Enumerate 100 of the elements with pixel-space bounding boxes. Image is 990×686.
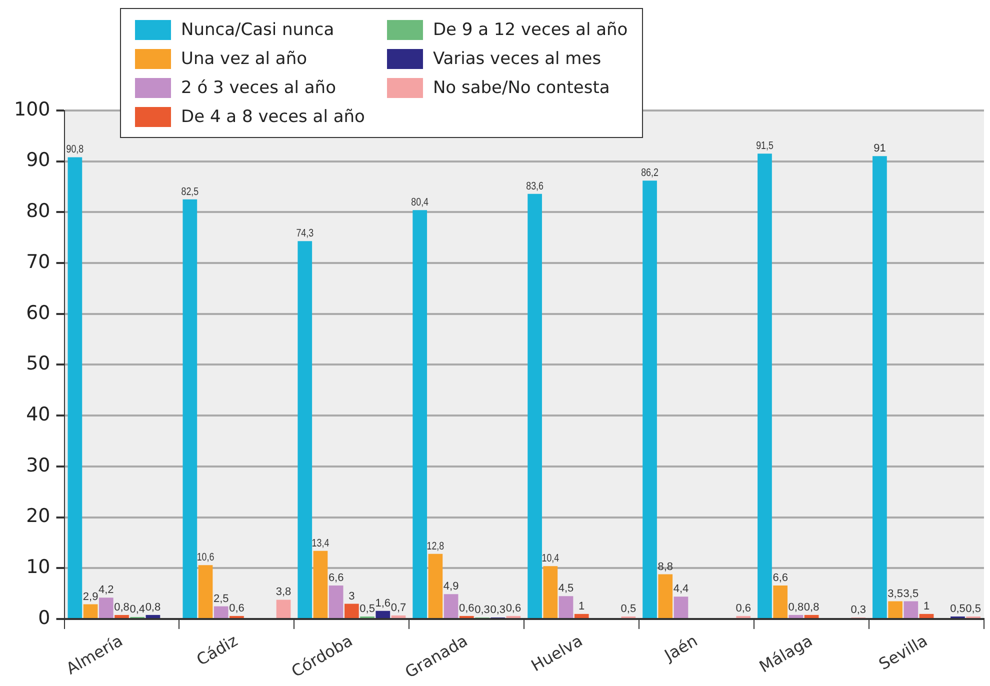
legend-label: No sabe/No contesta	[432, 78, 610, 98]
bar	[98, 598, 114, 618]
data-label: 0,8	[788, 601, 804, 614]
data-label: 4,4	[673, 583, 689, 596]
data-label: 0,5	[966, 603, 981, 616]
data-label: 1	[923, 600, 930, 612]
data-label: 3,5	[903, 588, 919, 600]
data-label: 6,6	[328, 572, 344, 584]
data-label: 0,4	[130, 604, 145, 616]
bar	[344, 604, 359, 618]
bar	[391, 615, 406, 618]
bar	[198, 565, 213, 618]
data-label: 86,2	[641, 167, 659, 180]
bar	[506, 616, 521, 618]
y-tick-label: 40	[26, 404, 50, 426]
y-tick-label: 30	[26, 454, 50, 476]
data-label: 2,9	[82, 590, 98, 603]
bar	[658, 574, 673, 618]
y-tick-label: 100	[14, 98, 50, 120]
legend-label: Una vez al año	[181, 48, 308, 68]
data-label: 0,5	[620, 603, 636, 616]
data-label: 74,3	[296, 228, 314, 240]
data-label: 1	[578, 600, 585, 612]
data-label: 82,5	[181, 186, 199, 198]
bar	[904, 601, 918, 618]
data-label: 10,4	[542, 552, 560, 565]
bar	[804, 614, 819, 618]
bar	[214, 606, 228, 618]
bar	[758, 154, 772, 618]
data-label: 6,6	[772, 572, 788, 584]
data-label: 0,3	[474, 604, 490, 616]
bar	[574, 614, 589, 618]
data-label: 90,8	[66, 144, 84, 156]
bar	[328, 585, 344, 618]
bar	[888, 601, 902, 618]
data-label: 0,6	[229, 602, 244, 615]
legend-label: Varias veces al mes	[432, 48, 602, 68]
data-label: 0,8	[145, 601, 161, 614]
bar	[773, 585, 788, 618]
bar	[313, 550, 328, 618]
bar	[428, 554, 443, 618]
legend-label: De 4 a 8 veces al año	[181, 106, 365, 126]
bar	[412, 210, 428, 618]
data-label: 0,6	[506, 602, 522, 615]
bar	[444, 594, 458, 618]
bar	[68, 157, 82, 618]
data-label: 80,4	[411, 196, 429, 209]
bar	[376, 610, 390, 618]
bar	[528, 194, 542, 618]
data-label: 13,4	[312, 538, 330, 550]
data-label: 83,6	[526, 180, 544, 193]
data-label: 0,8	[804, 601, 820, 614]
bar	[642, 180, 657, 618]
bar	[558, 596, 574, 618]
data-label: 12,8	[426, 540, 444, 553]
data-label: 4,2	[98, 584, 114, 596]
y-tick-label: 0	[38, 606, 50, 629]
data-label: 0,7	[390, 602, 406, 614]
data-label: 0,3	[850, 604, 866, 616]
bar	[146, 614, 160, 618]
data-label: 2,5	[213, 592, 229, 605]
data-label: 10,6	[196, 552, 215, 564]
y-tick-label: 50	[26, 352, 50, 375]
y-tick-label: 80	[26, 200, 50, 222]
data-label: 0,3	[490, 604, 506, 616]
bar	[114, 614, 129, 618]
data-label: 8,8	[658, 560, 674, 573]
bar	[919, 614, 934, 618]
bar	[674, 596, 688, 618]
data-label: 0,5	[360, 603, 375, 616]
y-tick-label: 60	[26, 302, 50, 324]
bar	[276, 600, 291, 618]
data-label: 3,8	[276, 586, 292, 598]
data-label: 3	[348, 590, 355, 602]
bar	[459, 616, 474, 618]
data-label: 1,6	[375, 597, 391, 610]
bar	[83, 604, 98, 618]
y-tick-label: 20	[26, 505, 50, 528]
data-label: 0,6	[736, 602, 752, 615]
data-label: 0,8	[114, 601, 130, 614]
data-label: 0,5	[950, 603, 966, 616]
bar	[872, 156, 887, 618]
y-tick-label: 70	[26, 250, 50, 273]
data-label: 4,5	[558, 582, 574, 595]
data-label: 0,6	[459, 602, 474, 615]
legend-label: 2 ó 3 veces al año	[181, 78, 336, 98]
legend-label: Nunca/Casi nunca	[181, 20, 334, 40]
x-tick-label: Jaén	[660, 630, 701, 666]
bar	[230, 616, 244, 618]
data-label: 4,9	[443, 580, 459, 593]
data-label: 91,5	[756, 140, 774, 152]
data-label: 91	[874, 142, 886, 155]
bar	[543, 566, 558, 618]
bar	[736, 616, 751, 618]
legend-label: De 9 a 12 veces al año	[432, 20, 628, 40]
bar	[182, 199, 198, 618]
bar	[788, 614, 804, 618]
data-label: 3,5	[888, 588, 903, 600]
y-tick-label: 90	[26, 149, 50, 172]
y-tick-label: 10	[26, 556, 50, 578]
